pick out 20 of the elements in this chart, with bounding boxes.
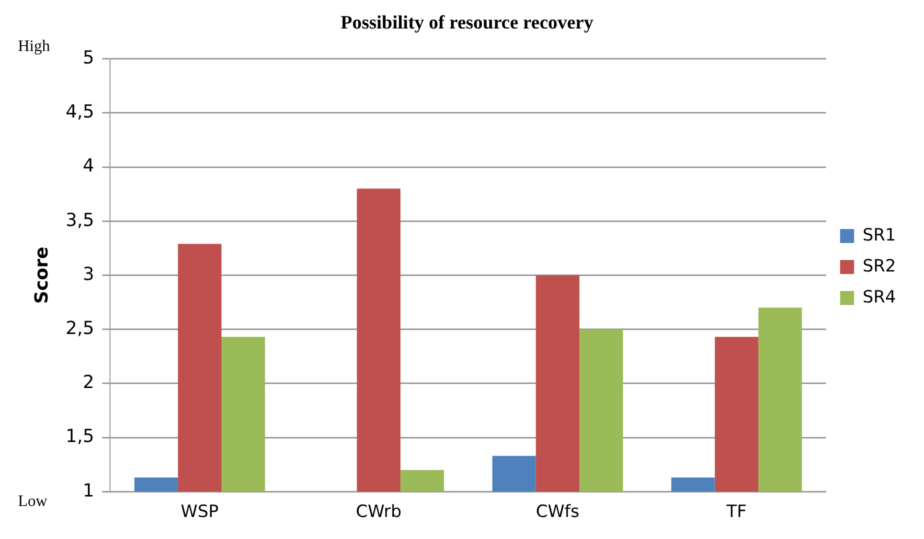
- chart-title: Possibility of resource recovery: [340, 12, 594, 34]
- x-tick-label: TF: [726, 502, 747, 522]
- y-tick-label: 2: [82, 372, 94, 394]
- legend-label: SR2: [862, 256, 896, 276]
- y-tick-label: 3: [82, 264, 94, 285]
- y-tick-label: 2,5: [66, 318, 94, 339]
- text: High: [18, 38, 50, 56]
- legend-label: SR4: [862, 287, 896, 308]
- y-tick-label: 4: [82, 156, 94, 177]
- y-tick-label: 4,5: [66, 102, 94, 123]
- y-tick-label: 5: [82, 47, 94, 68]
- text: Low: [18, 492, 48, 510]
- y-tick-label: 1,5: [66, 426, 94, 448]
- x-tick-label: CWrb: [356, 502, 402, 522]
- x-tick-label: CWfs: [536, 502, 580, 522]
- y-tick-label: 1: [82, 480, 94, 502]
- y-axis-title: Score: [31, 246, 52, 304]
- y-tick-label: 3,5: [66, 210, 94, 231]
- legend-label: SR1: [862, 225, 896, 246]
- x-tick-label: WSP: [180, 502, 219, 522]
